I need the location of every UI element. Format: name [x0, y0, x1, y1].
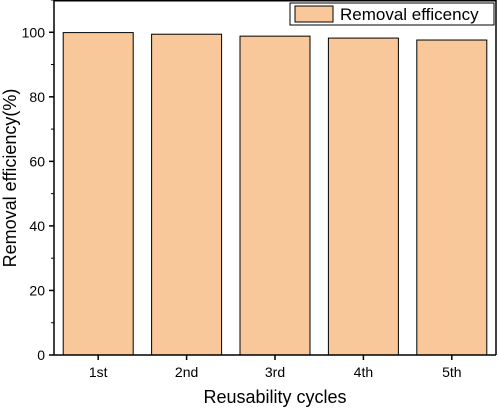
y-ticks-group: 0 20 40 60 80 100 [22, 0, 54, 363]
y-tick-label: 100 [22, 24, 46, 40]
y-tick-label: 0 [37, 347, 45, 363]
x-ticks-group: 1st 2nd 3rd 4th 5th [89, 355, 462, 380]
x-axis-title: Reusability cycles [203, 387, 346, 407]
bar-5th [416, 39, 488, 356]
y-tick-label: 80 [29, 89, 45, 105]
legend-label: Removal efficency [340, 5, 479, 24]
bars-group [62, 32, 488, 356]
bar-2nd [151, 33, 223, 356]
y-tick-label: 60 [29, 153, 45, 169]
bar-3rd [239, 35, 311, 356]
bar-1st [62, 32, 134, 356]
x-tick-label: 4th [354, 364, 373, 380]
legend: Removal efficency [289, 2, 495, 26]
y-tick-label: 40 [29, 218, 45, 234]
legend-swatch [294, 5, 334, 23]
x-tick-label: 2nd [175, 364, 198, 380]
y-tick-label: 20 [29, 282, 45, 298]
x-tick-label: 5th [442, 364, 461, 380]
legend-box [289, 2, 495, 26]
bar-4th [327, 37, 399, 356]
x-tick-label: 1st [89, 364, 108, 380]
y-axis-title: Removal efficiency(%) [0, 89, 20, 268]
x-tick-label: 3rd [265, 364, 285, 380]
